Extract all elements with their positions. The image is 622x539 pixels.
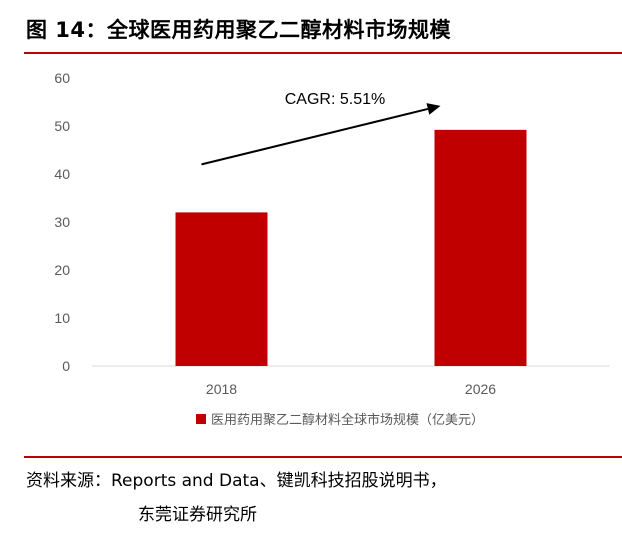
y-tick-label: 40 — [54, 166, 70, 182]
bar-chart: 0 10 20 30 40 50 60 2018 2026 CAGR: 5.51% 医用药用聚… — [54, 70, 610, 428]
legend-swatch — [196, 414, 206, 424]
title-rule — [24, 52, 622, 54]
x-tick-label: 2018 — [206, 381, 237, 397]
y-tick-label: 20 — [54, 262, 70, 278]
y-tick-label: 30 — [54, 214, 70, 230]
bar — [175, 212, 268, 366]
y-tick-label: 0 — [62, 358, 70, 374]
x-tick-label: 2026 — [465, 381, 496, 397]
y-tick-label: 10 — [54, 310, 70, 326]
figure-title: 图 14：全球医用药用聚乙二醇材料市场规模 — [26, 18, 452, 42]
cagr-annotation: CAGR: 5.51% — [285, 91, 385, 108]
y-tick-label: 50 — [54, 118, 70, 134]
legend-label: 医用药用聚乙二醇材料全球市场规模（亿美元） — [211, 412, 484, 428]
source-rule — [24, 456, 622, 458]
bar — [434, 129, 527, 366]
y-tick-label: 60 — [54, 70, 70, 86]
cagr-arrow — [201, 107, 429, 166]
cagr-arrowhead — [426, 103, 441, 115]
source-note: 资料来源：Reports and Data、键凯科技招股说明书， 东莞证券研究所 — [26, 464, 447, 532]
source-line-2: 东莞证券研究所 — [138, 505, 257, 525]
source-line-1: 资料来源：Reports and Data、键凯科技招股说明书， — [26, 471, 447, 491]
